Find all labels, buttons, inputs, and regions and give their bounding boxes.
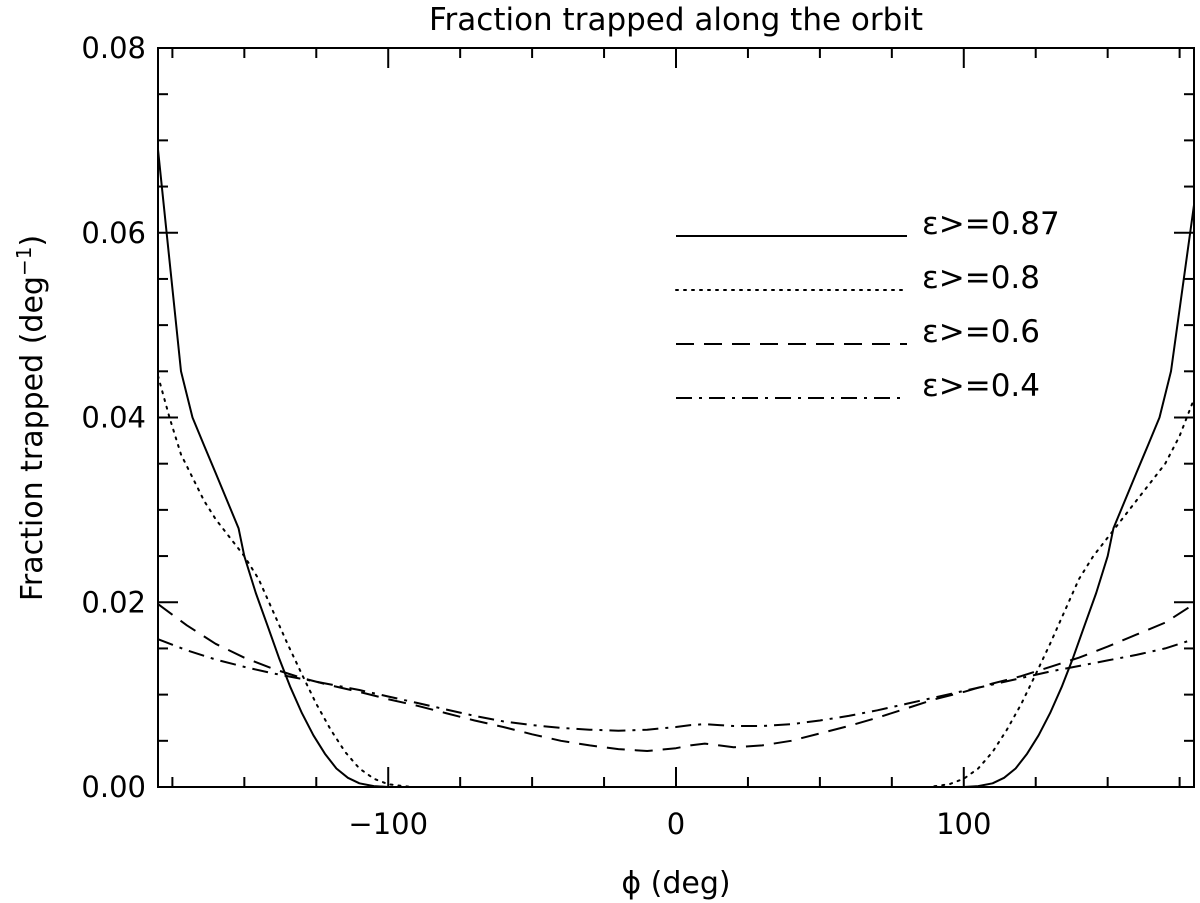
- chart-title: Fraction trapped along the orbit: [429, 2, 923, 38]
- series-line-solid: [157, 149, 1195, 788]
- y-tick-label: 0.06: [81, 216, 146, 250]
- x-tick-label: −100: [348, 807, 428, 841]
- series-line-dotted: [157, 374, 1195, 788]
- legend-label: ε>=0.8: [922, 260, 1040, 296]
- y-tick-labels: 0.00 0.02 0.04 0.06 0.08: [81, 31, 146, 804]
- legend-label: ε>=0.4: [922, 368, 1040, 404]
- y-tick-label: 0.00: [81, 770, 146, 804]
- y-tick-label: 0.08: [81, 31, 146, 65]
- series-line-dashed: [157, 603, 1195, 752]
- plot-frame: [157, 47, 1195, 788]
- legend-label: ε>=0.87: [922, 206, 1060, 242]
- y-tick-label: 0.02: [81, 585, 146, 619]
- y-tick-label: 0.04: [81, 401, 146, 435]
- series-lines: [157, 149, 1195, 788]
- legend-label: ε>=0.6: [922, 314, 1040, 350]
- y-axis-label-end: ): [15, 235, 50, 247]
- y-axis-label: Fraction trapped (deg−1): [12, 235, 50, 601]
- x-tick-labels: −100 0 100: [348, 807, 991, 841]
- x-axis-label: ϕ (deg): [621, 866, 730, 901]
- x-tick-label: 100: [936, 807, 991, 841]
- y-axis-label-superscript: −1: [12, 247, 36, 276]
- x-tick-label: 0: [667, 807, 685, 841]
- legend: ε>=0.87 ε>=0.8 ε>=0.6 ε>=0.4: [675, 206, 1060, 404]
- y-axis-label-main: Fraction trapped (deg: [15, 276, 50, 601]
- series-line-dashdot: [157, 638, 1195, 732]
- axis-ticks: [158, 47, 1194, 788]
